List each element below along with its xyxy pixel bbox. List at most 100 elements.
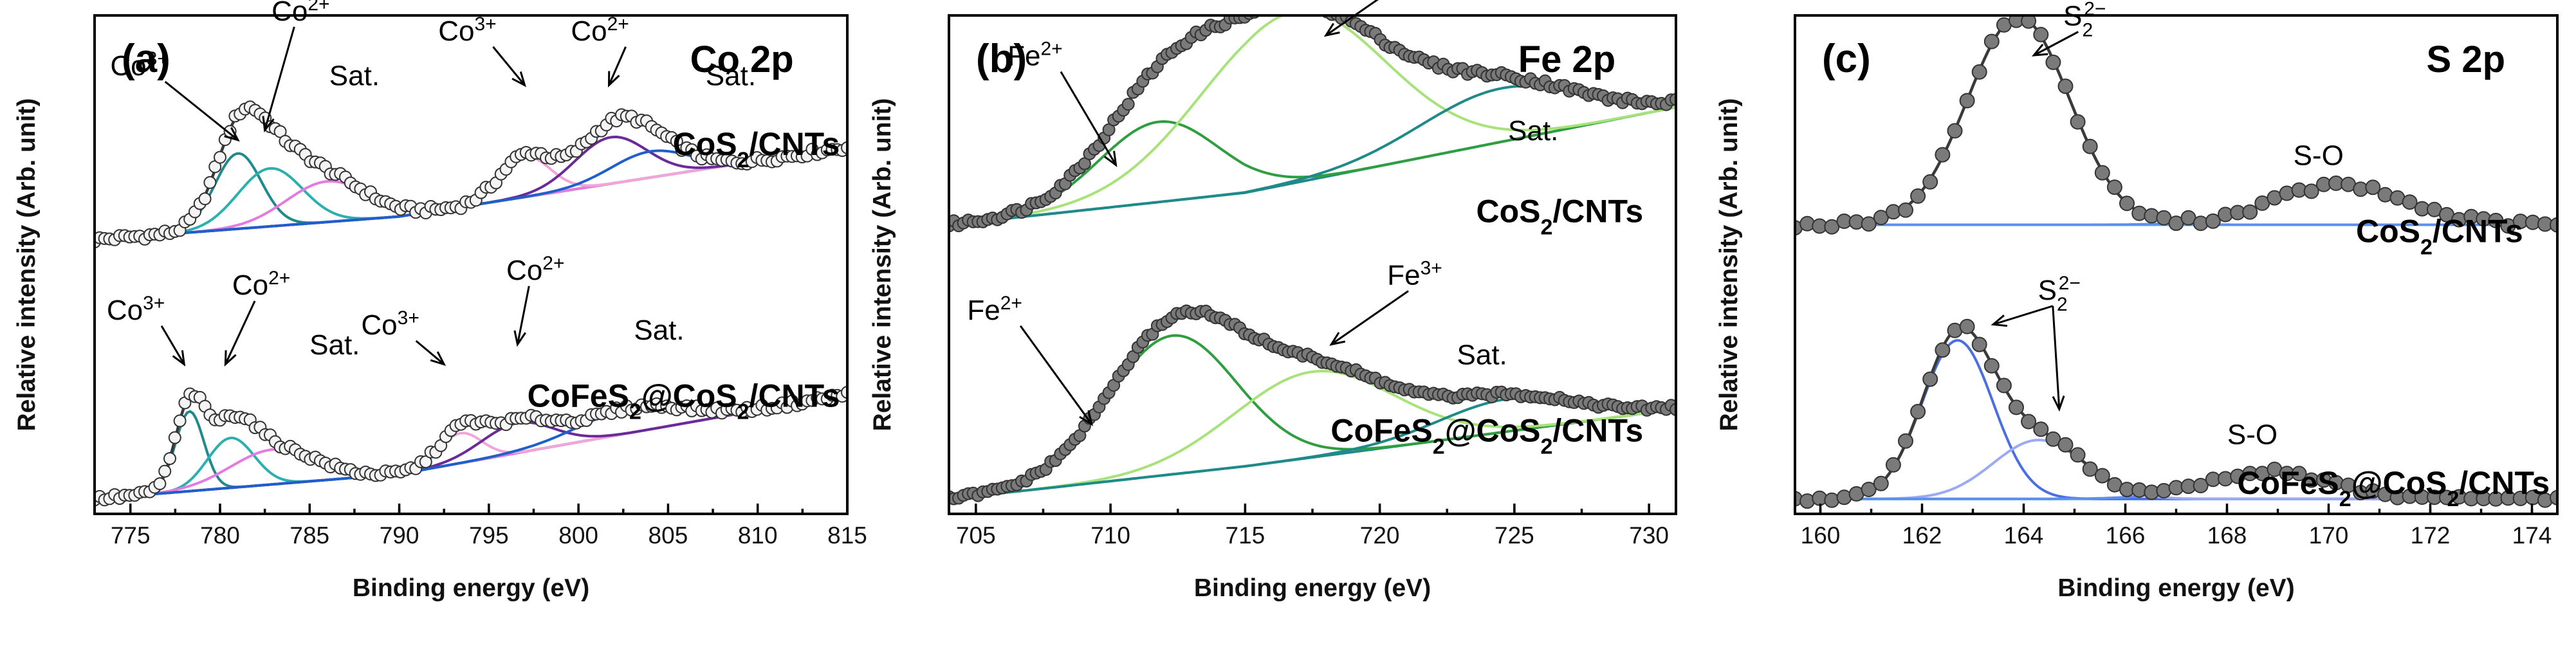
peak-label-main: Sat. [1508,115,1558,147]
sample-label-tail: /CNTs [1552,194,1643,230]
peak-annotation-3: Sat. [1508,115,1558,147]
peak-label-main: Co [571,15,607,47]
sample-label-2: CoFeS2@CoS2/CNTs [528,378,840,424]
sample-label-sub: 2 [1540,215,1552,240]
annotation-arrow-line [608,46,627,86]
sample-label-1: CoS2/CNTs [2356,214,2523,260]
sample-label-sub: 2 [737,148,750,172]
sample-label-main: CoFeS [1330,413,1432,449]
peak-label-sup: 3+ [1421,257,1442,278]
x-tick-label: 775 [111,522,151,549]
peak-label: Fe2+ [967,292,1022,326]
peak-annotation-3: Sat. [329,60,380,92]
peak-label: Co3+ [438,13,496,47]
peak-annotation-1: Fe2+ [1007,38,1118,167]
annotation-arrow-line [1060,71,1117,166]
annotation-arrow-head [1323,23,1340,37]
x-tick-label: 790 [380,522,419,549]
peak-label-main: Sat. [1457,340,1507,371]
annotation-arrow-head [2031,44,2048,57]
peak-label: Sat. [329,60,380,92]
x-tick-label: 174 [2512,522,2552,549]
data-point [1983,358,2000,374]
data-point [1922,174,1938,190]
sample-trace-2 [1795,318,2557,509]
data-point [2033,26,2049,42]
data-point [1121,98,1135,111]
x-tick-label: 800 [558,522,598,549]
data-point [198,192,212,206]
data-point [153,477,167,491]
sample-label-1: CoS2/CNTs [673,126,840,172]
peak-label-main: Fe [1387,260,1420,291]
data-point [1898,433,1913,449]
peak-annotation-1: S22− [2031,0,2106,57]
x-tick-label: 166 [2106,522,2146,549]
sample-trace-1 [95,100,847,249]
sample-trace-1 [949,0,1676,233]
peak-annotation-9: Sat. [309,329,360,361]
peak-annotation-3: S22− [1991,272,2081,412]
data-point [2242,204,2258,220]
x-tick-label: 170 [2309,522,2349,549]
data-point [1935,342,1951,358]
data-point [1670,93,1676,106]
data-point [1959,318,1975,334]
panel-letter: (b) [976,37,1027,81]
annotation-arrow-line [2052,305,2061,410]
data-point [841,141,847,154]
data-point [2550,489,2557,506]
sample-trace-1 [1795,15,2557,236]
peak-label-main: Sat. [706,60,756,92]
data-point [1297,0,1309,12]
data-point [2094,468,2110,484]
plot-area [1795,15,2557,509]
data-point [1861,216,1877,232]
peak-label-sup: 2+ [308,0,329,14]
peak-annotation-6: Sat. [1457,340,1507,371]
sample-label-main: CoS [673,126,737,162]
data-point [203,176,217,189]
data-point [1885,457,1901,473]
data-point [2106,179,2122,196]
data-point [2291,466,2307,482]
data-point [1910,404,1926,419]
data-point [163,452,176,465]
y-axis-title: Relative intensity (Arb. unit) [13,98,41,432]
sample-label-main: CoFeS [528,378,629,414]
peak-annotation-12: Sat. [634,314,684,346]
peak-label-main: Sat. [309,329,360,361]
data-point [1273,0,1284,8]
data-point [1278,0,1289,12]
data-point [1873,475,1889,491]
data-point [2057,78,2074,95]
annotation-arrow-head [2052,395,2065,412]
peak-annotation-2: S-O [2294,140,2344,172]
peak-label-main: S [2038,275,2057,306]
data-point [1910,188,1926,204]
data-point [2094,165,2110,181]
x-tick-label: 710 [1090,522,1130,549]
chart-panel-1: CoS2/CNTsCoFeS2@CoS2/CNTsCo3+Co2+Sat.Co3… [13,0,867,602]
peak-label-sup: 2+ [542,252,564,273]
peak-label: Co3+ [361,307,419,342]
annotation-arrow-head [430,351,446,366]
peak-label: S-O [2294,140,2344,172]
peak-label-main: Co [232,269,268,301]
peak-label: Sat. [309,329,360,361]
peak-annotation-8: Co2+ [224,268,290,367]
peak-label-main: Co [271,0,308,27]
data-point [168,431,181,444]
peak-label-main: Fe [967,295,1000,326]
annotation-arrow-line [1330,290,1409,345]
annotation-arrow-line [160,325,185,365]
peak-label-main: Co [506,255,542,286]
peak-label: Co2+ [571,13,629,47]
x-tick-label: 162 [1902,522,1942,549]
peak-annotation-4: Co3+ [438,13,527,87]
data-point [1959,93,1975,109]
data-point [2131,205,2148,221]
peak-label: Sat. [634,314,684,346]
data-point [214,150,226,164]
